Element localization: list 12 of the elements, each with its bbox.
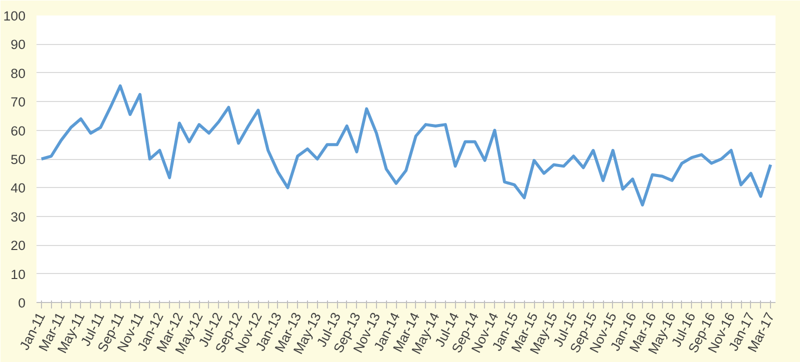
y-tick-label: 90	[10, 37, 26, 52]
y-tick-label: 60	[10, 123, 26, 138]
y-tick-label: 0	[18, 296, 26, 310]
y-tick-label: 50	[10, 152, 26, 167]
y-tick-label: 80	[10, 66, 26, 81]
line-series	[40, 84, 772, 206]
y-tick-label: 100	[3, 8, 26, 24]
y-tick-label: 20	[10, 238, 26, 254]
y-tick-label: 10	[10, 266, 26, 282]
y-tick-label: 30	[10, 209, 26, 224]
y-tick-label: 40	[10, 180, 26, 196]
y-tick-label: 70	[10, 94, 26, 110]
